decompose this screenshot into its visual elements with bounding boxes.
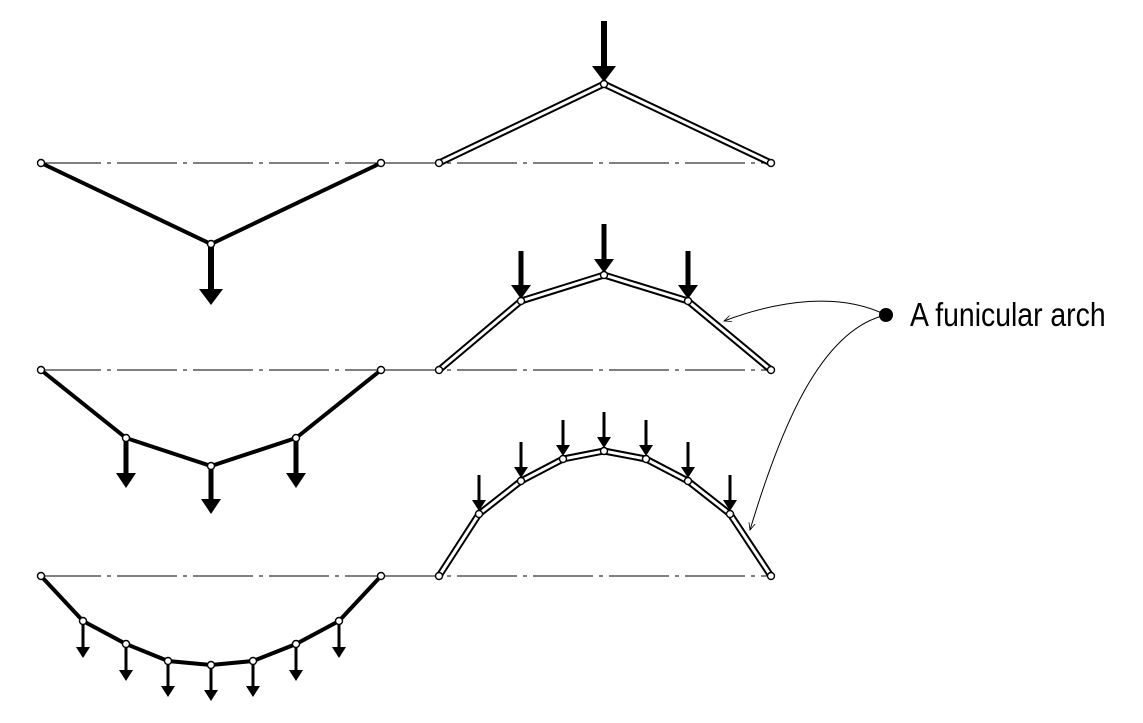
pin-joint (599, 79, 609, 89)
pin-joint (434, 158, 444, 168)
pin-joint (599, 270, 609, 280)
funicular-arch-2 (438, 273, 772, 372)
funicular-arch-outline-3 (436, 447, 774, 578)
leader-line-to-arch-3 (750, 314, 887, 530)
pin-joint (683, 296, 693, 306)
pin-joint (376, 158, 386, 168)
annotation-dot (879, 308, 893, 322)
pin-joint (474, 509, 484, 519)
pin-joint (36, 365, 46, 375)
pin-joint (766, 158, 776, 168)
hanging-cable-3 (39, 574, 383, 668)
pin-joint (163, 656, 173, 666)
pin-joint (434, 571, 444, 581)
pin-joint (334, 616, 344, 626)
row-1-single-load (36, 21, 776, 305)
pin-joint (725, 509, 735, 519)
pin-joint (206, 239, 216, 249)
pin-joint (683, 476, 693, 486)
annotation-callout (724, 300, 893, 530)
annotation-label: A funicular arch (910, 296, 1106, 333)
funicular-arch-outline-2 (436, 271, 774, 373)
pin-joint (766, 571, 776, 581)
pin-joint (36, 158, 46, 168)
pin-joint (206, 660, 216, 670)
pin-joint (641, 454, 651, 464)
load-arrows-cable-3 (76, 621, 346, 701)
row-3-seven-loads (36, 412, 776, 701)
pin-joint (376, 571, 386, 581)
pin-joint (558, 454, 568, 464)
pin-joint (248, 656, 258, 666)
pin-joint (516, 476, 526, 486)
pin-joint (516, 296, 526, 306)
hanging-cable-2 (39, 368, 383, 469)
row-2-three-loads (36, 224, 776, 514)
pin-joint (434, 365, 444, 375)
pin-joint (36, 571, 46, 581)
pin-joint (291, 639, 301, 649)
load-arrows-cable-2 (116, 438, 306, 514)
pin-joint (78, 616, 88, 626)
load-arrow-down-cable-1 (199, 244, 223, 305)
pin-joint (121, 639, 131, 649)
funicular-arch-outline-1 (437, 80, 773, 167)
hanging-cable-1 (40, 161, 382, 247)
pin-joint (376, 365, 386, 375)
load-arrows-arch-2 (511, 224, 698, 299)
load-arrows-arch-3 (472, 412, 737, 511)
pin-joint (291, 433, 301, 443)
leader-line-to-arch-2 (724, 300, 887, 321)
pin-joint (766, 365, 776, 375)
load-arrow-down-arch-1 (592, 21, 616, 82)
pin-joint (121, 433, 131, 443)
pin-joint (599, 446, 609, 456)
funicular-arch-1 (438, 82, 772, 165)
funicular-arch-3 (437, 449, 773, 577)
pin-joint (206, 461, 216, 471)
